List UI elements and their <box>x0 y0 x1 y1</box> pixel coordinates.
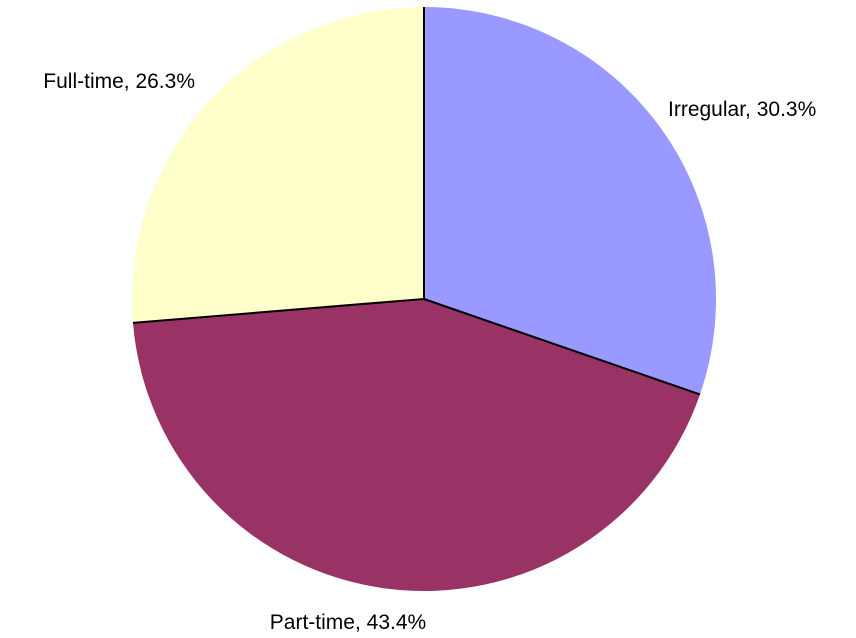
pie-slice-full-time <box>131 7 425 323</box>
slice-label-part-time: Part-time, 43.4% <box>270 611 426 634</box>
pie-labels: Irregular, 30.3% Part-time, 43.4% Full-tim… <box>43 70 816 634</box>
slice-divider-line <box>423 298 701 396</box>
slice-divider-line <box>132 298 425 324</box>
slice-label-full-time: Full-time, 26.3% <box>43 70 195 93</box>
pie-slice-irregular <box>424 7 717 395</box>
pie-slice-part-time <box>132 299 700 592</box>
slice-label-irregular: Irregular, 30.3% <box>668 98 816 121</box>
pie-slices <box>131 7 717 592</box>
